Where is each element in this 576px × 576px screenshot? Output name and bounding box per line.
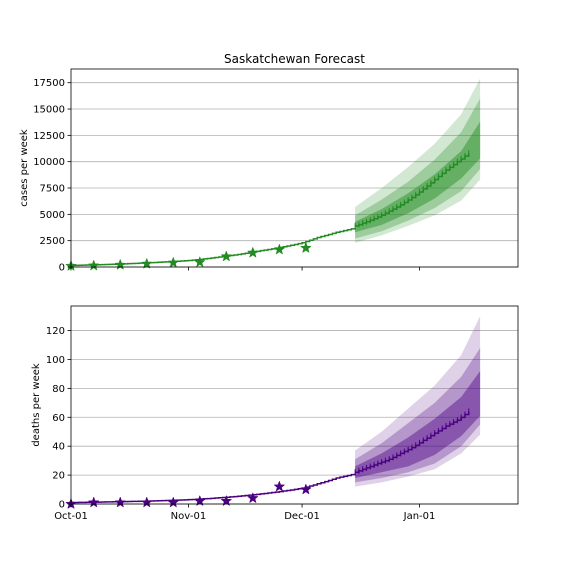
cases-observed-point: [246, 246, 259, 258]
cases-observed-point: [140, 257, 153, 269]
cases-y-tick-label: 5000: [40, 210, 65, 221]
cases-observed-point: [273, 243, 286, 255]
deaths-x-tick-label: Nov-01: [171, 511, 207, 522]
deaths-observed-point: [246, 492, 259, 504]
deaths-observed-point: [273, 480, 286, 492]
cases-chart-title: Saskatchewan Forecast: [224, 52, 365, 66]
deaths-bands: [355, 316, 481, 487]
cases-y-tick-label: 10000: [33, 157, 65, 168]
deaths-observed-point: [193, 494, 206, 507]
deaths-panel: 0 20 40 60 80 100 120 Oct-01 Nov-01 Dec-01 Jan-01…: [31, 305, 519, 522]
cases-observed-point: [167, 256, 180, 268]
cases-x-ticks: [70, 267, 420, 271]
cases-plot-frame: [70, 68, 519, 268]
cases-y-tick-label: 2500: [40, 236, 65, 247]
deaths-x-ticks: Oct-01 Nov-01 Dec-01 Jan-01: [54, 504, 435, 522]
deaths-y-tick-label: 80: [52, 384, 65, 395]
deaths-observed-point: [299, 483, 312, 495]
deaths-band-0: [355, 316, 481, 487]
cases-band-1: [355, 98, 481, 239]
deaths-x-tick-label: Jan-01: [403, 511, 436, 522]
deaths-y-ticks: 0 20 40 60 80 100 120: [46, 326, 71, 511]
cases-y-tick-label: 17500: [33, 78, 65, 89]
deaths-y-axis-label: deaths per week: [31, 363, 42, 447]
deaths-x-tick-label: Dec-01: [284, 511, 320, 522]
deaths-band-1: [355, 347, 481, 483]
deaths-x-tick-label: Oct-01: [54, 511, 88, 522]
deaths-y-tick-label: 40: [52, 442, 65, 453]
deaths-y-tick-label: 60: [52, 413, 65, 424]
deaths-band-2: [355, 371, 481, 478]
cases-y-tick-label: 12500: [33, 131, 65, 142]
cases-observed-point: [220, 250, 233, 262]
cases-observed-point: [299, 241, 312, 254]
cases-observed-point: [87, 259, 100, 271]
deaths-y-tick-label: 0: [59, 500, 65, 511]
cases-panel: Saskatchewan Forecast 0 2500 5000 7500 10000…: [19, 52, 519, 274]
cases-band-0: [355, 78, 481, 243]
deaths-plot-frame: [70, 305, 519, 505]
cases-observed-point: [193, 256, 206, 268]
cases-y-axis-label: cases per week: [19, 129, 30, 207]
deaths-observed-point: [167, 496, 180, 508]
deaths-observed-points: [65, 480, 312, 510]
cases-y-tick-label: 15000: [33, 105, 65, 116]
cases-y-ticks: 0 2500 5000 7500 10000 12500 15000 17500: [33, 78, 71, 274]
deaths-y-tick-label: 20: [52, 471, 65, 482]
cases-y-tick-label: 7500: [40, 184, 65, 195]
deaths-observed-point: [140, 496, 153, 508]
deaths-observed-point: [114, 496, 127, 508]
deaths-observed-point: [87, 496, 100, 508]
deaths-observed-point: [220, 494, 233, 507]
deaths-y-tick-label: 100: [46, 355, 65, 366]
deaths-y-tick-label: 120: [46, 326, 65, 337]
cases-y-tick-label: 0: [59, 263, 65, 274]
